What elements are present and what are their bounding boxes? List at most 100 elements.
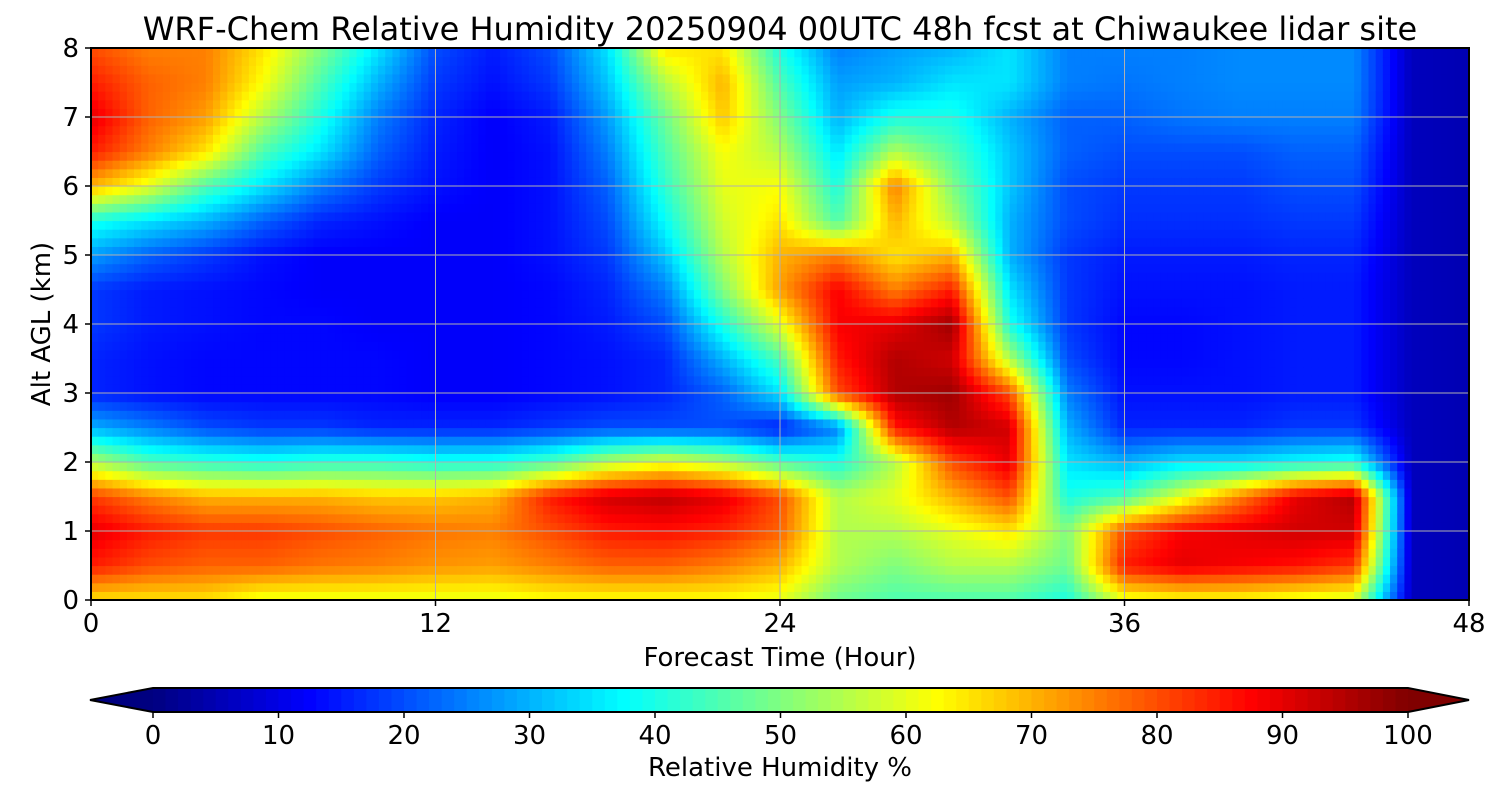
heatmap-cell <box>277 341 286 351</box>
heatmap-cell <box>607 513 616 523</box>
heatmap-cell <box>457 324 465 334</box>
heatmap-cell <box>342 99 350 109</box>
heatmap-cell <box>413 582 422 592</box>
heatmap-cell <box>134 220 142 230</box>
heatmap-cell <box>521 384 530 394</box>
heatmap-cell <box>543 436 551 446</box>
heatmap-cell <box>335 220 343 230</box>
heatmap-cell <box>227 393 236 403</box>
heatmap-cell <box>241 203 250 213</box>
heatmap-cell <box>464 384 472 394</box>
heatmap-cell <box>148 487 157 498</box>
heatmap-cell <box>205 505 214 515</box>
heatmap-cell <box>234 513 243 523</box>
heatmap-cell <box>643 341 652 351</box>
heatmap-cell <box>636 151 645 161</box>
heatmap-cell <box>464 246 472 256</box>
heatmap-cell <box>643 496 652 506</box>
heatmap-cell <box>435 142 444 153</box>
heatmap-cell <box>213 496 221 506</box>
heatmap-cell <box>256 306 264 316</box>
heatmap-cell <box>291 556 300 567</box>
heatmap-cell <box>370 375 379 385</box>
heatmap-cell <box>248 462 257 472</box>
heatmap-cell <box>435 496 444 506</box>
heatmap-cell <box>248 436 257 446</box>
heatmap-cell <box>256 324 264 334</box>
heatmap-cell <box>98 418 106 429</box>
heatmap-cell <box>385 48 394 58</box>
heatmap-cell <box>313 73 322 84</box>
heatmap-cell <box>385 410 394 420</box>
heatmap-cell <box>421 505 429 515</box>
heatmap-cell <box>335 315 343 325</box>
heatmap-cell <box>521 82 530 92</box>
heatmap-cell <box>119 255 128 265</box>
heatmap-cell <box>485 298 494 308</box>
heatmap-cell <box>478 168 487 178</box>
heatmap-cell <box>248 418 257 429</box>
heatmap-cell <box>593 82 602 92</box>
heatmap-cell <box>356 565 365 575</box>
heatmap-cell <box>435 393 444 403</box>
heatmap-cell <box>478 470 487 480</box>
heatmap-cell <box>234 99 243 109</box>
heatmap-cell <box>299 367 307 377</box>
heatmap-cell <box>313 280 322 291</box>
heatmap-cell <box>557 73 566 84</box>
heatmap-cell <box>141 168 150 178</box>
heatmap-cell <box>205 513 214 523</box>
heatmap-cell <box>449 556 458 567</box>
heatmap-cell <box>91 444 99 454</box>
heatmap-cell <box>586 479 594 489</box>
heatmap-cell <box>119 65 128 75</box>
heatmap-cell <box>291 91 300 101</box>
heatmap-cell <box>234 453 243 463</box>
heatmap-cell <box>535 142 544 153</box>
heatmap-cell <box>528 539 537 549</box>
heatmap-cell <box>184 462 193 472</box>
heatmap-cell <box>464 444 472 454</box>
heatmap-cell <box>327 548 336 558</box>
heatmap-cell <box>263 255 272 265</box>
heatmap-cell <box>141 505 150 515</box>
heatmap-cell <box>521 211 530 222</box>
heatmap-cell <box>313 229 322 239</box>
heatmap-cell <box>579 48 587 58</box>
heatmap-cell <box>320 315 329 325</box>
heatmap-cell <box>299 280 307 291</box>
heatmap-cell <box>162 263 171 273</box>
heatmap-cell <box>91 522 99 532</box>
heatmap-cell <box>571 401 580 411</box>
heatmap-cell <box>421 324 429 334</box>
heatmap-cell <box>378 168 386 178</box>
heatmap-cell <box>428 375 437 385</box>
heatmap-cell <box>593 462 602 472</box>
heatmap-cell <box>270 263 279 273</box>
heatmap-cell <box>105 453 114 463</box>
heatmap-cell <box>184 487 193 498</box>
heatmap-cell <box>270 99 279 109</box>
heatmap-cell <box>600 505 609 515</box>
heatmap-cell <box>91 341 99 351</box>
heatmap-cell <box>263 384 272 394</box>
heatmap-cell <box>169 56 178 66</box>
heatmap-cell <box>241 487 250 498</box>
heatmap-cell <box>119 56 128 66</box>
heatmap-cell <box>643 479 652 489</box>
heatmap-cell <box>162 384 171 394</box>
heatmap-cell <box>241 194 250 204</box>
heatmap-cell <box>614 548 623 558</box>
heatmap-cell <box>256 186 264 196</box>
heatmap-cell <box>169 168 178 178</box>
heatmap-cell <box>342 341 350 351</box>
heatmap-cell <box>622 531 630 541</box>
heatmap-cell <box>449 134 458 144</box>
heatmap-cell <box>535 289 544 299</box>
heatmap-cell <box>464 298 472 308</box>
heatmap-cell <box>442 470 451 480</box>
heatmap-cell <box>148 531 157 541</box>
heatmap-cell <box>622 505 630 515</box>
heatmap-cell <box>306 229 315 239</box>
heatmap-cell <box>478 539 487 549</box>
